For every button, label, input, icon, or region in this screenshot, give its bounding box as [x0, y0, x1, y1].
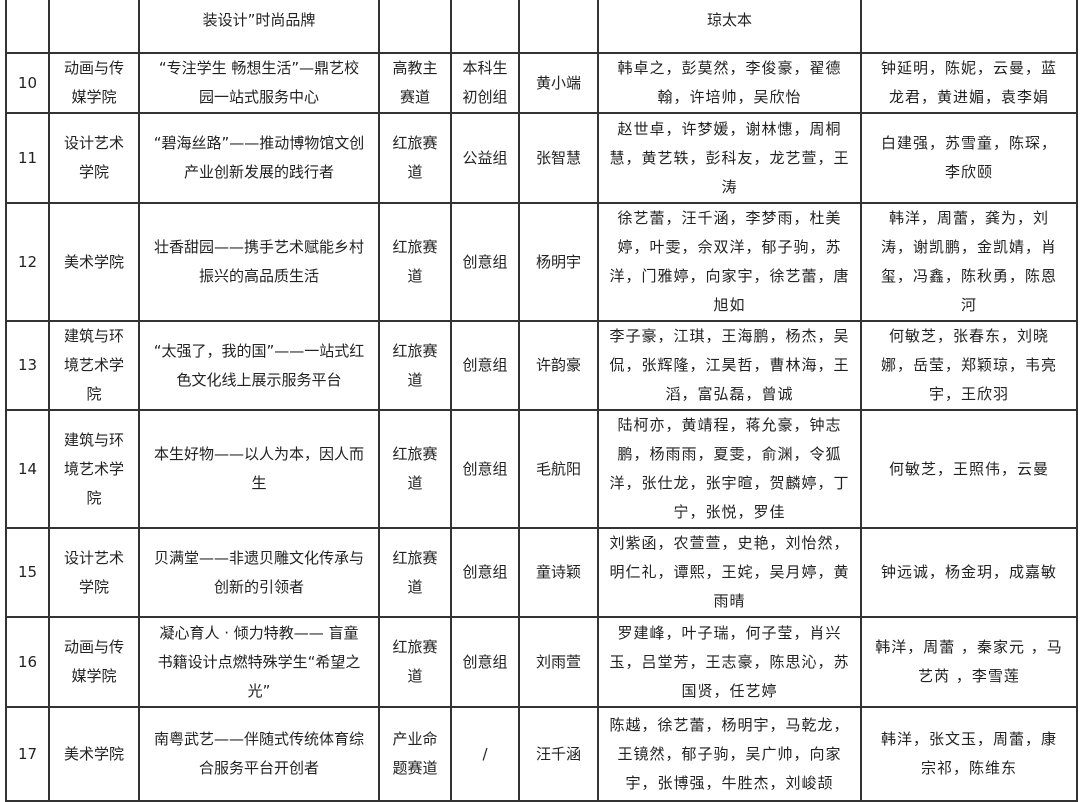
cell-leader: 许韵豪 [518, 320, 599, 411]
cell-group: / [450, 706, 520, 802]
cell-group: 公益组 [450, 112, 520, 204]
cell-advisors: 韩洋，张文玉，周蕾，康宗祁，陈维东 [860, 706, 1078, 802]
cell-track: 红旅赛道 [378, 616, 452, 708]
cell-leader: 黄小端 [518, 52, 599, 114]
cell-track: 红旅赛道 [378, 527, 452, 618]
table-row: 15 设计艺术学院 贝满堂——非遗贝雕文化传承与创新的引领者 红旅赛道 创意组 童诗颖 刘紫… [5, 527, 1078, 618]
cell-members: 陆柯亦，黄靖程，蒋允豪，钟志鹏，杨雨雨，夏雯，俞渊，令狐洋，张仕龙，张宇暄，贺麟… [597, 409, 862, 529]
cell-group: 创意组 [450, 527, 520, 618]
cell-track: 红旅赛道 [378, 320, 452, 411]
cell-group: 创意组 [450, 616, 520, 708]
table-row-header-continued: 装设计”时尚品牌 琼太本 [5, 0, 1078, 54]
cell-track: 红旅赛道 [378, 202, 452, 322]
cell-college: 设计艺术学院 [48, 527, 140, 618]
cell-leader [518, 0, 599, 54]
cell-members: 韩卓之，彭莫然，李俊豪，翟德翰，许培帅，吴欣怡 [597, 52, 862, 114]
cell-advisors: 何敏芝，王照伟，云曼 [860, 409, 1078, 529]
cell-group [450, 0, 520, 54]
cell-members: 李子豪，江琪，王海鹏，杨杰，吴侃，张辉隆，江昊哲，曹林海，王滔，富弘磊，曾诚 [597, 320, 862, 411]
cell-advisors: 韩洋，周蕾，龚为，刘涛，谢凯鹏，金凯婧，肖玺，冯鑫，陈秋勇，陈恩河 [860, 202, 1078, 322]
cell-project: 装设计”时尚品牌 [138, 0, 380, 54]
cell-no: 14 [5, 409, 50, 529]
cell-members: 徐艺蕾，汪千涵，李梦雨，杜美婷，叶雯，佘双洋，郁子驹，苏洋，门雅婷，向家宇，徐艺… [597, 202, 862, 322]
cell-no: 15 [5, 527, 50, 618]
cell-project: 壮香甜园——携手艺术赋能乡村振兴的高品质生活 [138, 202, 380, 322]
cell-no: 13 [5, 320, 50, 411]
cell-members: 赵世卓，许梦媛，谢林憓，周桐慧，黄艺轶，彭科友，龙艺萱，王涛 [597, 112, 862, 204]
table-row: 13 建筑与环境艺术学院 “太强了，我的国”——一站式红色文化线上展示服务平台 红旅赛… [5, 320, 1078, 411]
cell-group: 创意组 [450, 409, 520, 529]
cell-no: 10 [5, 52, 50, 114]
cell-members: 陈越，徐艺蕾，杨明宇，马乾龙，王镜然，郁子驹，吴广帅，向家宇，张博强，牛胜杰，刘… [597, 706, 862, 802]
cell-group: 创意组 [450, 202, 520, 322]
cell-college: 美术学院 [48, 202, 140, 322]
cell-group: 本科生初创组 [450, 52, 520, 114]
cell-no: 17 [5, 706, 50, 802]
cell-college: 美术学院 [48, 706, 140, 802]
cell-project: “太强了，我的国”——一站式红色文化线上展示服务平台 [138, 320, 380, 411]
cell-track: 红旅赛道 [378, 409, 452, 529]
cell-track: 红旅赛道 [378, 112, 452, 204]
cell-advisors: 白建强，苏雪童，陈琛，李欣颐 [860, 112, 1078, 204]
cell-project: 本生好物——以人为本，因人而生 [138, 409, 380, 529]
cell-leader: 杨明宇 [518, 202, 599, 322]
cell-project: 贝满堂——非遗贝雕文化传承与创新的引领者 [138, 527, 380, 618]
cell-members: 刘紫函，农萱萱，史艳，刘怡然，明仁礼，谭熙，王姹，吴月婷，黄雨晴 [597, 527, 862, 618]
cell-no [5, 0, 50, 54]
cell-college [48, 0, 140, 54]
cell-no: 11 [5, 112, 50, 204]
cell-college: 建筑与环境艺术学院 [48, 320, 140, 411]
table-row: 16 动画与传媒学院 凝心育人 · 倾力特教—— 盲童书籍设计点燃特殊学生“希望之光… [5, 616, 1078, 708]
table-row: 10 动画与传媒学院 “专注学生 畅想生活”—鼎艺校园一站式服务中心 高教主赛道 本科生… [5, 52, 1078, 114]
cell-no: 12 [5, 202, 50, 322]
cell-college: 设计艺术学院 [48, 112, 140, 204]
cell-college: 建筑与环境艺术学院 [48, 409, 140, 529]
cell-leader: 毛航阳 [518, 409, 599, 529]
cell-members: 琼太本 [597, 0, 862, 54]
cell-project: “碧海丝路”——推动博物馆文创产业创新发展的践行者 [138, 112, 380, 204]
cell-advisors [860, 0, 1078, 54]
cell-project: 凝心育人 · 倾力特教—— 盲童书籍设计点燃特殊学生“希望之光” [138, 616, 380, 708]
cell-members: 罗建峰，叶子瑞，何子莹，肖兴玉，吕堂芳，王志豪，陈思沁，苏国贤，任艺婷 [597, 616, 862, 708]
cell-advisors: 何敏芝，张春东，刘晓娜，岳莹，郑颖琼，韦亮宇，王欣羽 [860, 320, 1078, 411]
cell-project: “专注学生 畅想生活”—鼎艺校园一站式服务中心 [138, 52, 380, 114]
cell-leader: 张智慧 [518, 112, 599, 204]
table-row: 14 建筑与环境艺术学院 本生好物——以人为本，因人而生 红旅赛道 创意组 毛航阳 陆柯亦，… [5, 409, 1078, 529]
cell-college: 动画与传媒学院 [48, 52, 140, 114]
table-row: 12 美术学院 壮香甜园——携手艺术赋能乡村振兴的高品质生活 红旅赛道 创意组 杨明宇 徐艺… [5, 202, 1078, 322]
cell-leader: 刘雨萱 [518, 616, 599, 708]
table-row: 11 设计艺术学院 “碧海丝路”——推动博物馆文创产业创新发展的践行者 红旅赛道 公益组… [5, 112, 1078, 204]
cell-group: 创意组 [450, 320, 520, 411]
awards-table: 装设计”时尚品牌 琼太本 10 动画与传媒学院 “专注学生 畅想生活”—鼎艺校园一站… [5, 0, 1078, 802]
cell-advisors: 韩洋，周蕾 ，秦家元 ，马艺芮 ，李雪莲 [860, 616, 1078, 708]
cell-leader: 童诗颖 [518, 527, 599, 618]
cell-leader: 汪千涵 [518, 706, 599, 802]
cell-track [378, 0, 452, 54]
cell-track: 产业命题赛道 [378, 706, 452, 802]
table-row: 17 美术学院 南粤武艺——伴随式传统体育综合服务平台开创者 产业命题赛道 / 汪千涵 陈越… [5, 706, 1078, 802]
cell-project: 南粤武艺——伴随式传统体育综合服务平台开创者 [138, 706, 380, 802]
cell-advisors: 钟远诚，杨金玥，成嘉敏 [860, 527, 1078, 618]
cell-advisors: 钟延明，陈妮，云曼，蓝龙君，黄进媚，袁李娟 [860, 52, 1078, 114]
cell-track: 高教主赛道 [378, 52, 452, 114]
cell-college: 动画与传媒学院 [48, 616, 140, 708]
cell-no: 16 [5, 616, 50, 708]
